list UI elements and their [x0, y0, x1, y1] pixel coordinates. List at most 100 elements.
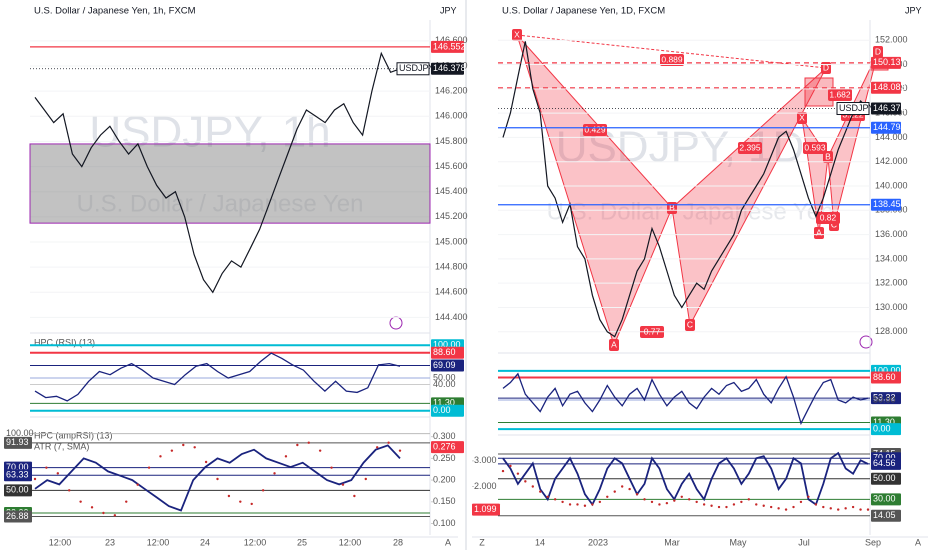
price-tag [871, 457, 901, 470]
price-tag-label: 70.00 [6, 462, 29, 472]
x-tick-label: Jul [798, 537, 810, 547]
amp-dot [375, 446, 379, 449]
price-tag-label: 91.93 [6, 437, 29, 447]
amp-dot [620, 485, 624, 488]
price-line [502, 41, 869, 338]
pattern-point [797, 112, 807, 124]
indicator-title: HPC (ampRSI) (13) [34, 430, 113, 440]
price-tag-label: 50.00 [873, 473, 896, 483]
amp-dot [673, 499, 676, 502]
y-tick-label: 145.600 [435, 161, 468, 171]
price-tag-label: 50.00 [6, 485, 29, 495]
y-tick-label: 128.000 [875, 326, 908, 336]
ratio-box [816, 212, 840, 224]
amp-dot [769, 505, 773, 509]
amp-dot [837, 508, 840, 511]
price-tag-label: 0.00 [433, 405, 451, 415]
symbol-tag-label: USDJPY [399, 63, 435, 73]
chart-title: U.S. Dollar / Japanese Yen, 1D, FXCM [502, 6, 665, 17]
amp-dot [102, 511, 105, 515]
amp-dot [387, 441, 390, 444]
price-tag-label: 100.00 [433, 340, 461, 350]
price-tag-label: 11.30 [873, 417, 895, 427]
y-tick-label: 144.000 [875, 132, 908, 142]
price-tag [871, 493, 901, 506]
pattern-point-label: B [669, 202, 675, 212]
amp-dot [250, 502, 253, 506]
price-tag [431, 359, 464, 372]
amp-dot [79, 500, 82, 503]
ratio-label: 0.889 [661, 54, 683, 64]
pattern-point [873, 46, 883, 58]
amp-dot [261, 489, 265, 492]
price-tag [871, 198, 901, 211]
amp-dot [747, 498, 751, 501]
y-tick-label: 140.000 [875, 180, 908, 190]
price-tag [4, 436, 32, 449]
amp-dot [125, 500, 128, 503]
amp-dot [680, 495, 683, 498]
price-tag-label: 64.56 [873, 458, 896, 468]
price-tag [431, 40, 464, 53]
amp-dot [398, 449, 402, 452]
y-tick-label: 144.800 [435, 262, 468, 272]
price-tag [472, 503, 500, 516]
x-tick-label: 12:00 [147, 537, 170, 547]
price-tag-label: 146.378 [433, 63, 466, 73]
price-tag-label: 40.00 [433, 379, 456, 389]
pattern-point [609, 339, 619, 351]
price-tag-label: 146.552 [433, 41, 466, 51]
x-tick-label: A [915, 537, 921, 547]
ratio-box [828, 89, 852, 101]
pattern-point-label: X [514, 29, 520, 39]
amp-dot [193, 446, 196, 449]
amp-dot [755, 503, 758, 506]
amp-dot [307, 441, 310, 444]
amp-dot [717, 505, 721, 509]
price-tag-label: 11.30 [433, 398, 455, 408]
amp-dot [147, 466, 151, 469]
amp-dot [643, 498, 646, 501]
price-tag-label: 53.32 [873, 392, 896, 402]
amp-dot [635, 493, 639, 496]
amp-dot [784, 508, 788, 511]
x-tick-label: A [445, 537, 451, 547]
pattern-point-label: X [799, 112, 805, 122]
zone [29, 143, 431, 224]
x-tick-label: 12:00 [339, 537, 362, 547]
x-tick-label: May [729, 537, 747, 547]
y-tick-label: 145.400 [435, 186, 468, 196]
amp-dot [239, 500, 242, 503]
x-tick-label: Z [479, 537, 485, 547]
alert-icon[interactable] [859, 335, 873, 349]
amp-dot [859, 508, 862, 511]
ratio-box [738, 142, 762, 154]
price-tag [4, 484, 32, 497]
pattern-point [814, 227, 824, 239]
pattern-point-label: D [823, 62, 829, 72]
price-tag [871, 56, 901, 69]
price-tag [4, 510, 32, 523]
ratio-label: 0.429 [584, 124, 606, 134]
amp-dot [68, 489, 71, 492]
y-tick-label: 132.000 [875, 278, 908, 288]
price-tag-label: 26.88 [6, 511, 29, 521]
amp-dot [762, 504, 765, 507]
amp-dot [539, 490, 542, 493]
price-tag-label: 148.083 [873, 82, 906, 92]
pattern-point [512, 29, 522, 41]
ratio-label: 0.593 [804, 142, 826, 152]
price-tag [871, 392, 901, 405]
watermark-sub: U.S. Dollar / Japanese Yen [547, 198, 834, 225]
price-tag-label: 0.250 [433, 453, 456, 463]
amp-dot [353, 494, 356, 498]
ratio-label: 0.82 [820, 212, 837, 222]
y-tick-label: 145.800 [435, 136, 468, 146]
price-tag [871, 472, 901, 485]
price-tag-label: 70.00 [873, 453, 896, 463]
y-tick-label: 142.000 [875, 156, 908, 166]
ratio-box [803, 142, 827, 154]
amp-dot [296, 443, 299, 447]
y-tick-label: 144.400 [435, 312, 468, 322]
amp-dot [56, 472, 60, 475]
